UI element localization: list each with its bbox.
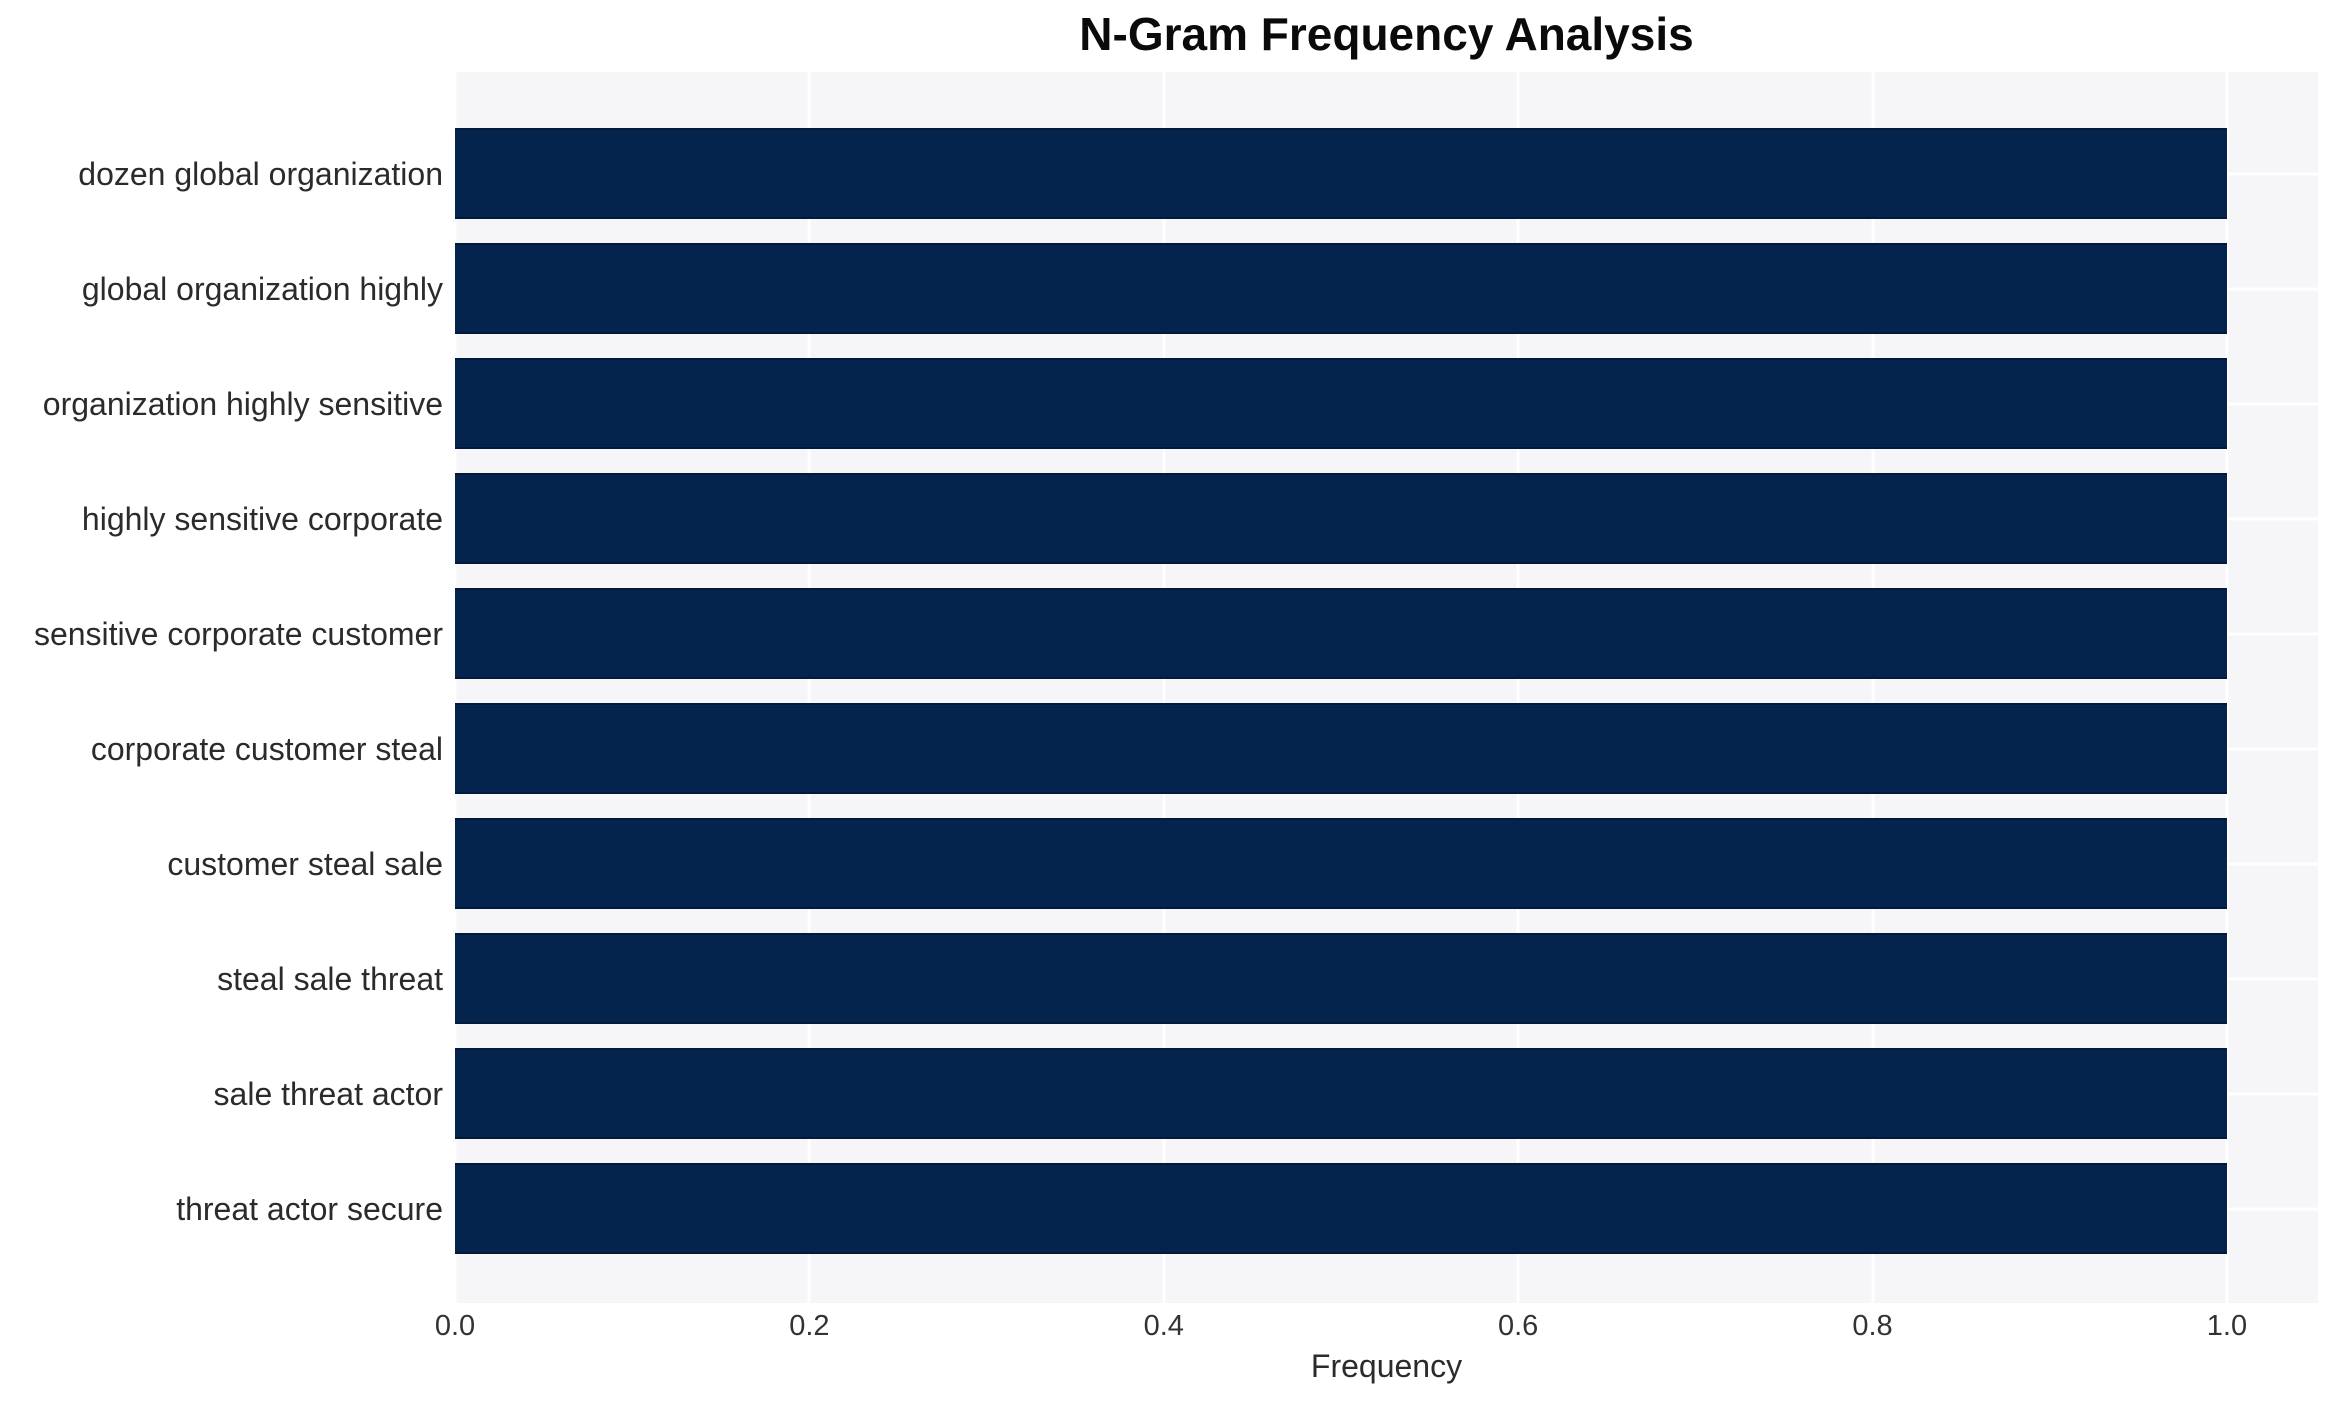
- bar: [455, 243, 2227, 334]
- bar: [455, 818, 2227, 909]
- bar: [455, 703, 2227, 794]
- x-gridline: [807, 72, 811, 1303]
- x-tick-label: 1.0: [2206, 1310, 2248, 1342]
- y-tick-label: corporate customer steal: [90, 730, 443, 767]
- y-tick-label: dozen global organization: [78, 155, 443, 192]
- y-tick-label: highly sensitive corporate: [81, 500, 443, 537]
- bar: [455, 1163, 2227, 1254]
- x-tick-label: 0.2: [789, 1310, 830, 1342]
- x-axis: 0.0 0.2 0.4 0.6 0.8 1.0: [435, 1308, 2318, 1348]
- x-tick-label: 0.0: [434, 1310, 476, 1342]
- x-gridline: [2225, 72, 2229, 1303]
- x-gridline: [1516, 72, 1520, 1303]
- bar: [455, 128, 2227, 219]
- plot-area: [453, 72, 2318, 1303]
- bar: [455, 588, 2227, 679]
- x-gridline: [1871, 72, 1875, 1303]
- y-tick-label: sale threat actor: [213, 1075, 443, 1112]
- bar: [455, 473, 2227, 564]
- y-tick-label: steal sale threat: [217, 960, 443, 997]
- x-gridline: [1162, 72, 1166, 1303]
- bar: [455, 1048, 2227, 1139]
- x-tick-label: 0.6: [1497, 1310, 1539, 1342]
- bar: [455, 933, 2227, 1024]
- bar: [455, 358, 2227, 449]
- y-tick-label: global organization highly: [81, 270, 443, 307]
- y-axis: dozen global organization global organiza…: [0, 72, 443, 1303]
- y-tick-label: threat actor secure: [176, 1190, 443, 1227]
- x-tick-label: 0.4: [1143, 1310, 1184, 1342]
- chart-title: N-Gram Frequency Analysis: [1079, 8, 1694, 60]
- x-axis-label: Frequency: [1310, 1348, 1463, 1384]
- x-tick-label: 0.8: [1852, 1310, 1893, 1342]
- y-tick-label: sensitive corporate customer: [33, 615, 443, 652]
- y-tick-label: customer steal sale: [167, 845, 443, 882]
- x-gridline: [453, 72, 457, 1303]
- y-tick-label: organization highly sensitive: [42, 385, 443, 422]
